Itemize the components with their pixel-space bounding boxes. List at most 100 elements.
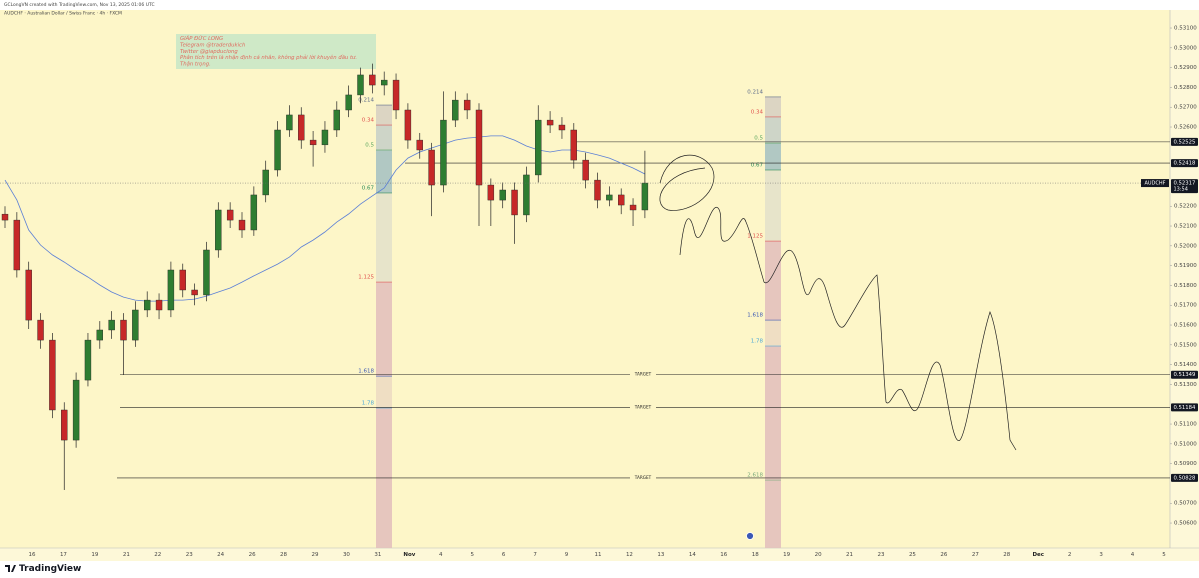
candle-body bbox=[203, 249, 210, 296]
candle-body bbox=[72, 379, 80, 441]
fib-zone bbox=[376, 149, 392, 193]
y-tick-label: 0.51100 bbox=[1174, 422, 1197, 428]
x-tick-label: 5 bbox=[470, 552, 474, 558]
y-tick-label: 0.52100 bbox=[1174, 224, 1197, 230]
fib-level-label: 0.67 bbox=[362, 185, 375, 191]
x-tick-label: 6 bbox=[502, 552, 506, 558]
level-label-bg bbox=[630, 404, 656, 410]
brand: TradingView bbox=[5, 564, 81, 574]
price-tag-label: 0.51349 bbox=[1174, 372, 1196, 378]
fib-zone bbox=[376, 376, 392, 409]
fib-zone bbox=[765, 241, 781, 321]
level-label: TARGET bbox=[634, 475, 652, 480]
price-tag bbox=[1171, 370, 1198, 379]
candle-body bbox=[499, 189, 506, 201]
y-tick-label: 0.51900 bbox=[1174, 263, 1197, 269]
candle-body bbox=[381, 79, 388, 86]
x-tick-label: 13 bbox=[657, 552, 664, 558]
countdown-label: 13:54 bbox=[1174, 187, 1188, 193]
candle-body bbox=[546, 119, 554, 126]
candle-body bbox=[37, 319, 44, 341]
level-label-bg bbox=[630, 475, 656, 481]
candle-body bbox=[61, 409, 68, 441]
x-tick-label: 31 bbox=[374, 552, 381, 558]
x-tick-label: 4 bbox=[1131, 552, 1135, 558]
candle-body bbox=[84, 339, 92, 381]
x-tick-label: 22 bbox=[154, 552, 161, 558]
x-tick-label: 26 bbox=[249, 552, 256, 558]
symbol-line: AUDCHF · Australian Dollar / Swiss Franc… bbox=[4, 11, 122, 17]
y-tick-label: 0.51300 bbox=[1174, 382, 1197, 388]
y-tick-label: 0.51000 bbox=[1174, 441, 1197, 447]
candle-body bbox=[487, 184, 495, 201]
x-tick-label: 26 bbox=[940, 552, 947, 558]
fib-zone bbox=[765, 96, 781, 117]
candle-body bbox=[333, 109, 340, 131]
x-axis-bg bbox=[0, 548, 1199, 561]
level-label-bg bbox=[630, 372, 656, 378]
candle-body bbox=[475, 109, 483, 186]
candle-body bbox=[108, 319, 115, 331]
price-tag-label: 0.52418 bbox=[1174, 161, 1197, 167]
candle-body bbox=[594, 179, 601, 201]
x-tick-label: 27 bbox=[972, 552, 979, 558]
candle-body bbox=[226, 209, 234, 221]
x-tick-label: 28 bbox=[280, 552, 287, 558]
x-tick-label: 19 bbox=[91, 552, 98, 558]
candle-body bbox=[369, 74, 376, 86]
fib-zone bbox=[765, 320, 781, 347]
fib-zone bbox=[765, 143, 781, 170]
y-tick-label: 0.52900 bbox=[1174, 65, 1197, 71]
x-tick-label: 23 bbox=[878, 552, 885, 558]
x-tick-label: 2 bbox=[1068, 552, 1072, 558]
fib-level-label: 0.34 bbox=[362, 118, 375, 124]
candle-body bbox=[535, 119, 542, 176]
note-box bbox=[176, 34, 376, 69]
candle-body bbox=[511, 189, 518, 216]
level-label: TARGET bbox=[634, 372, 652, 377]
fib-level-label: 2.618 bbox=[747, 473, 763, 479]
candle-body bbox=[1, 213, 9, 221]
fib-zone bbox=[765, 480, 781, 548]
x-tick-label: 17 bbox=[60, 552, 67, 558]
x-tick-label: 29 bbox=[312, 552, 319, 558]
candle-body bbox=[191, 289, 198, 296]
fib-level-label: 1.618 bbox=[358, 369, 374, 375]
y-tick-label: 0.51600 bbox=[1174, 323, 1197, 329]
x-tick-label: 28 bbox=[1003, 552, 1010, 558]
brand-logo bbox=[5, 565, 16, 572]
fib-zone bbox=[765, 169, 781, 242]
x-tick-label: 20 bbox=[815, 552, 822, 558]
candle-body bbox=[309, 139, 317, 146]
candle-body bbox=[629, 204, 637, 211]
note-line: Telegram @traderdukich bbox=[180, 42, 245, 48]
candle-body bbox=[428, 149, 435, 186]
y-tick-label: 0.50600 bbox=[1174, 521, 1197, 527]
brand-name: TradingView bbox=[19, 564, 81, 574]
x-tick-label: 12 bbox=[626, 552, 633, 558]
fib-level-label: 0.67 bbox=[751, 162, 764, 168]
hand-drawn-path bbox=[659, 154, 1017, 451]
y-tick-label: 0.51800 bbox=[1174, 283, 1197, 289]
candle-body bbox=[13, 219, 21, 271]
price-tag bbox=[1171, 403, 1198, 412]
note-line: Phân tích trên là nhận định cá nhân, khô… bbox=[180, 54, 357, 61]
candle-body bbox=[298, 114, 305, 141]
candle-body bbox=[404, 109, 412, 141]
price-tag bbox=[1171, 159, 1198, 168]
y-tick-label: 0.51700 bbox=[1174, 303, 1197, 309]
candle-body bbox=[452, 99, 459, 121]
candle-body bbox=[49, 339, 56, 411]
x-tick-label: Dec bbox=[1032, 552, 1044, 558]
candle-body bbox=[416, 139, 423, 151]
y-tick-label: 0.51400 bbox=[1174, 362, 1197, 368]
x-tick-label: Nov bbox=[403, 552, 415, 558]
fib-level-label: 1.618 bbox=[747, 313, 763, 319]
fib-zone bbox=[376, 192, 392, 283]
candle-body bbox=[618, 194, 625, 206]
fib-level-label: 1.125 bbox=[747, 234, 763, 240]
x-tick-label: 30 bbox=[343, 552, 350, 558]
x-tick-label: 18 bbox=[752, 552, 759, 558]
candle-body bbox=[558, 124, 566, 131]
